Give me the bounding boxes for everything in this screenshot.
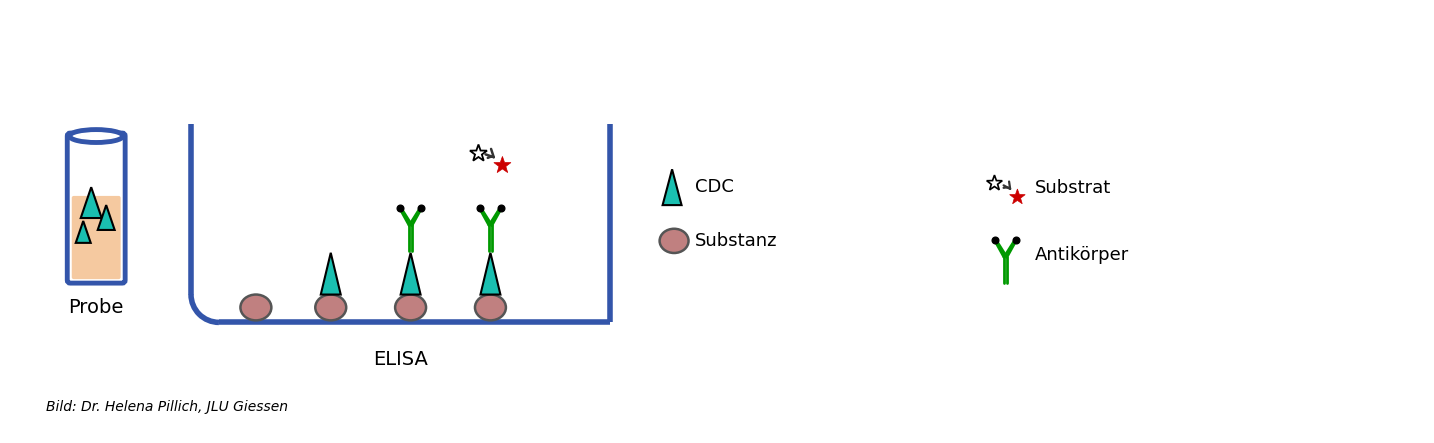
- Polygon shape: [987, 175, 1002, 190]
- Ellipse shape: [660, 229, 688, 253]
- Polygon shape: [480, 253, 500, 295]
- FancyArrowPatch shape: [486, 149, 493, 158]
- FancyArrowPatch shape: [1004, 182, 1010, 189]
- Ellipse shape: [315, 295, 346, 320]
- Text: Antikörper: Antikörper: [1034, 246, 1129, 264]
- Polygon shape: [493, 156, 511, 173]
- Polygon shape: [470, 144, 488, 161]
- Polygon shape: [663, 169, 681, 205]
- FancyBboxPatch shape: [67, 133, 125, 283]
- Polygon shape: [321, 253, 341, 295]
- Polygon shape: [400, 253, 420, 295]
- Text: Probe: Probe: [69, 298, 123, 317]
- FancyBboxPatch shape: [72, 196, 120, 279]
- Ellipse shape: [396, 295, 426, 320]
- Ellipse shape: [82, 133, 105, 139]
- Polygon shape: [1010, 189, 1025, 204]
- Ellipse shape: [69, 130, 123, 143]
- Polygon shape: [80, 187, 102, 218]
- Polygon shape: [98, 205, 115, 230]
- Text: Substanz: Substanz: [695, 232, 777, 250]
- Text: Substrat: Substrat: [1034, 179, 1111, 197]
- Text: Bild: Dr. Helena Pillich, JLU Giessen: Bild: Dr. Helena Pillich, JLU Giessen: [46, 400, 288, 414]
- Polygon shape: [76, 221, 90, 243]
- Text: ELISA: ELISA: [373, 350, 429, 369]
- Text: CDC: CDC: [695, 178, 734, 196]
- Ellipse shape: [241, 295, 271, 320]
- Ellipse shape: [475, 295, 506, 320]
